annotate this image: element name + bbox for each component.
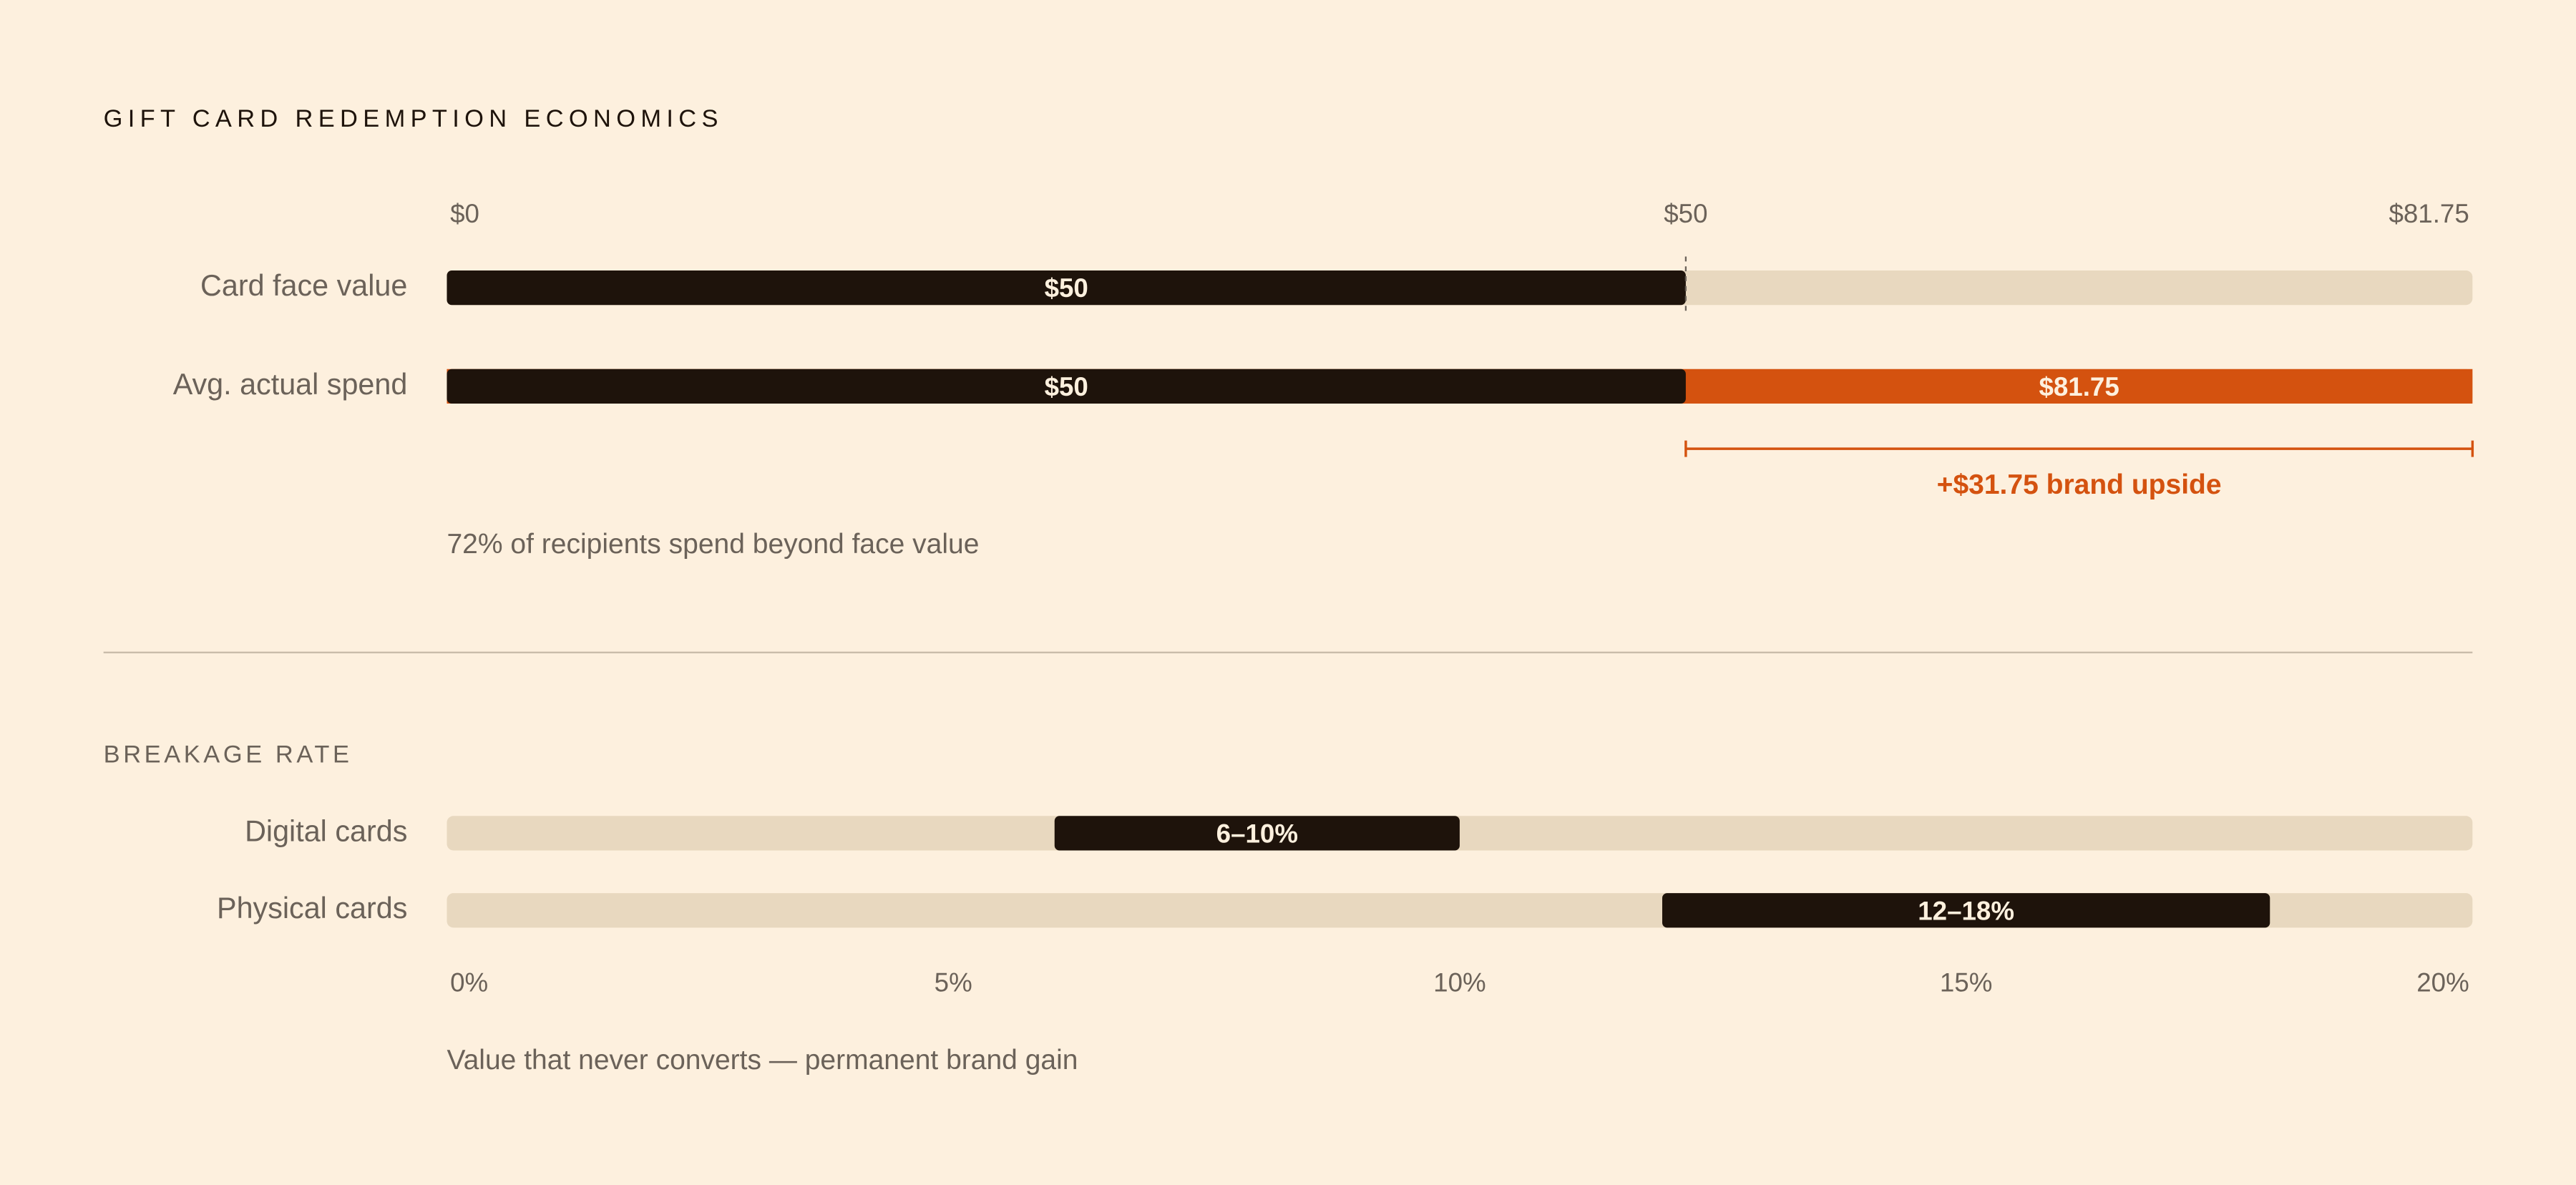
x-tick-label: 20% [2416, 967, 2469, 997]
value-label: 12–18% [1918, 896, 2014, 925]
x-tick-label: 15% [1940, 967, 1993, 997]
track [447, 816, 2473, 851]
category-label: Avg. actual spend [173, 368, 408, 401]
category-label: Physical cards [217, 892, 407, 925]
value-label: $50 [1045, 372, 1088, 401]
x-tick-label: 5% [935, 967, 972, 997]
section-title: BREAKAGE RATE [104, 741, 353, 769]
value-label: $81.75 [2039, 372, 2119, 401]
category-label: Digital cards [245, 814, 407, 847]
x-tick-label: 10% [1433, 967, 1485, 997]
bar [447, 270, 1686, 306]
note: 72% of recipients spend beyond face valu… [447, 529, 979, 560]
chart-title: GIFT CARD REDEMPTION ECONOMICS [104, 105, 723, 132]
value-label: 6–10% [1216, 819, 1298, 848]
x-tick-label: 0% [450, 967, 488, 997]
category-label: Card face value [200, 269, 407, 302]
bar [447, 369, 1686, 404]
annotation: +$31.75 brand upside [1937, 469, 2222, 500]
range-bar [1662, 893, 2270, 928]
value-label: $50 [1045, 273, 1088, 303]
note: Value that never converts — permanent br… [447, 1045, 1078, 1076]
x-tick-label: $81.75 [2389, 199, 2469, 228]
x-tick-label: $0 [450, 199, 479, 228]
range-bar [1054, 816, 1460, 851]
x-tick-label: $50 [1664, 199, 1707, 228]
